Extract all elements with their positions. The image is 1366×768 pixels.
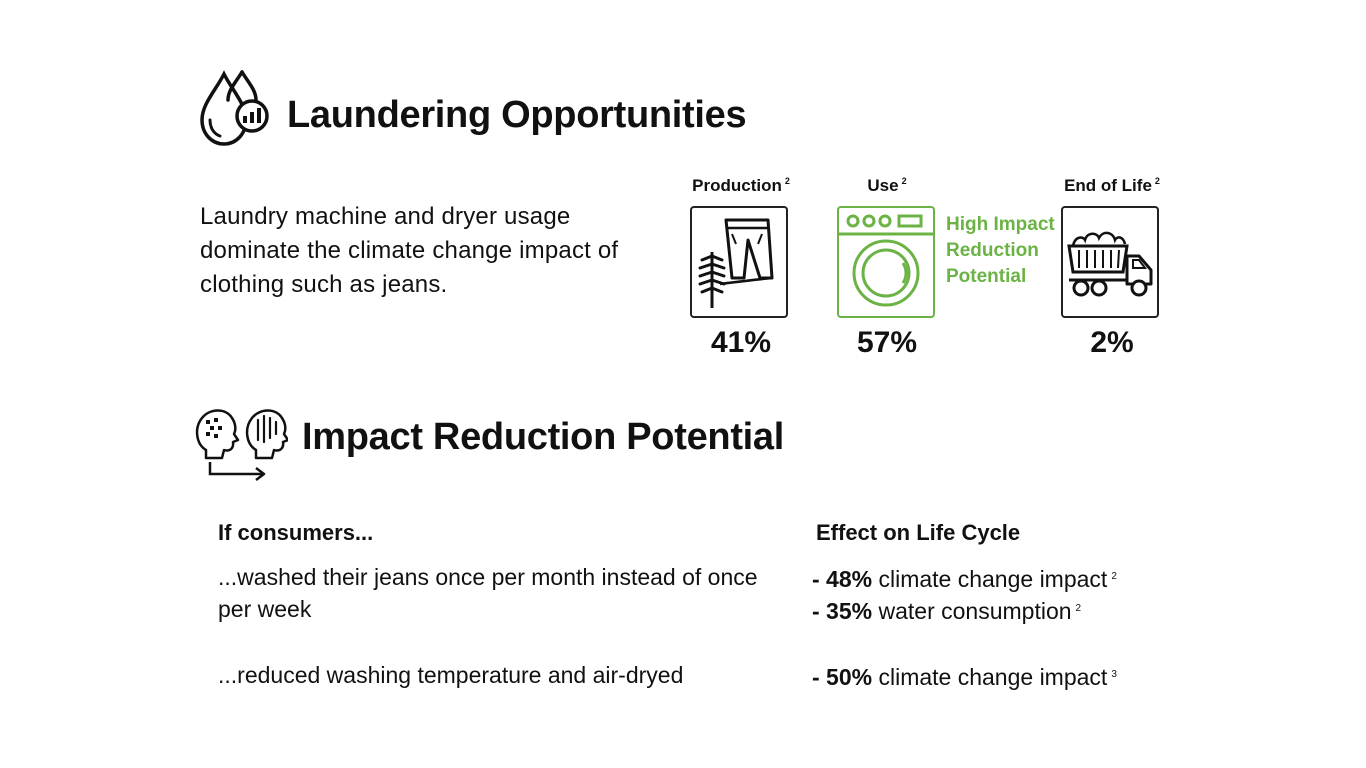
scenario-wash-monthly: ...washed their jeans once per month ins…: [218, 564, 758, 622]
high-impact-note: High Impact Reduction Potential: [946, 214, 1055, 287]
heads-change-icon: [192, 404, 290, 489]
section-title-reduction: Impact Reduction Potential: [302, 416, 785, 458]
effect-value: - 50%: [812, 664, 873, 690]
stage-label-use: Use 2: [867, 176, 906, 196]
effect-text: climate change impact: [878, 664, 1108, 690]
effect-text: climate change impact: [878, 566, 1108, 592]
scenario-lower-temp-air-dry: ...reduced washing temperature and air-d…: [218, 662, 684, 688]
stage-label-text: Production: [692, 176, 782, 195]
effect-row: - 35% water consumption 2: [812, 593, 1081, 627]
dump-truck-icon: [1067, 231, 1153, 297]
column-header-consumers: If consumers...: [218, 520, 374, 545]
stage-percent-end-of-life: 2%: [1090, 326, 1134, 359]
stage-label-text: End of Life: [1064, 176, 1152, 195]
stage-box-end-of-life: [1061, 206, 1159, 318]
stage-percent-use: 57%: [856, 326, 918, 359]
stage-ref: 2: [901, 176, 907, 186]
effect-value: - 48%: [812, 566, 873, 592]
stage-percent-production: 41%: [710, 326, 772, 359]
effect-ref: 2: [1075, 603, 1082, 614]
stage-label-production: Production 2: [692, 176, 790, 196]
effect-value: - 35%: [812, 598, 873, 624]
stage-label-text: Use: [867, 176, 899, 195]
effect-row: - 50% climate change impact 3: [812, 659, 1117, 693]
section-title-laundering: Laundering Opportunities: [287, 94, 747, 136]
jeans-icon: [698, 218, 774, 308]
effect-row: - 48% climate change impact 2: [812, 561, 1117, 595]
water-drops-chart-icon: [196, 70, 272, 155]
washing-machine-icon: [839, 214, 933, 307]
column-header-effect: Effect on Life Cycle: [816, 520, 1021, 545]
stage-label-end-of-life: End of Life 2: [1064, 176, 1160, 196]
stage-ref: 2: [1154, 176, 1160, 186]
stage-box-use: [837, 206, 935, 318]
stage-box-production: [690, 206, 788, 318]
effect-ref: 3: [1111, 669, 1117, 680]
effect-text: water consumption: [878, 598, 1072, 624]
effect-ref: 2: [1111, 571, 1117, 582]
stage-ref: 2: [784, 176, 790, 186]
intro-paragraph: Laundry machine and dryer usage dominate…: [200, 203, 619, 298]
